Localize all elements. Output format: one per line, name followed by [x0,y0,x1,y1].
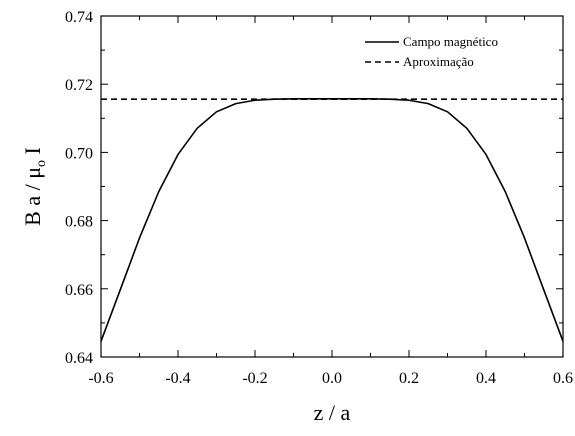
x-tick-label: -0.4 [165,370,190,387]
y-tick-label: 0.66 [65,282,93,299]
axis-tick-labels: -0.6 -0.4 -0.2 0.0 0.2 0.4 0.6 0.64 0.66 0.68 0.70… [65,9,573,387]
y-axis-label-main: B a / μ [20,167,45,226]
series-line-campo-magnetico [100,98,564,342]
x-tick-label: 0.6 [553,370,573,387]
y-tick-label: 0.72 [65,77,93,94]
x-tick-label: -0.2 [242,370,267,387]
y-tick-label: 0.64 [65,350,93,367]
plot-curves [100,98,564,342]
legend: Campo magnético Aproximação [365,34,498,69]
x-axis-label: z / a [314,400,351,425]
x-tick-label: 0.4 [476,370,496,387]
x-tick-label: 0.0 [322,370,342,387]
legend-label-aproximacao: Aproximação [403,54,474,69]
plot-frame [100,15,564,358]
x-tick-label: -0.6 [88,370,113,387]
y-tick-label: 0.74 [65,9,93,26]
y-axis-label: B a / μo I [20,147,49,226]
y-axis-label-subscript: o [34,160,49,167]
x-tick-label: 0.2 [399,370,419,387]
legend-label-campo-magnetico: Campo magnético [403,34,498,49]
y-tick-label: 0.70 [65,145,93,162]
axis-ticks [100,15,564,358]
y-tick-label: 0.68 [65,214,93,231]
y-axis-label-tail: I [20,147,45,160]
